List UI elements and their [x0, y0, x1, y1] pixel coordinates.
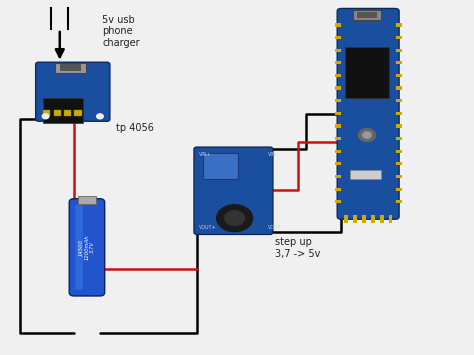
Bar — [335, 137, 341, 140]
FancyBboxPatch shape — [75, 205, 83, 290]
Bar — [380, 215, 383, 223]
Bar — [55, 62, 86, 73]
Bar — [344, 215, 347, 223]
Bar — [396, 175, 402, 178]
Bar — [335, 149, 341, 153]
Bar — [335, 162, 341, 165]
Bar — [396, 74, 402, 77]
Bar — [396, 112, 402, 115]
Bar — [335, 49, 341, 52]
Bar — [335, 61, 341, 64]
Bar — [60, 64, 81, 71]
Bar — [335, 36, 341, 39]
Bar — [74, 110, 82, 116]
Bar — [362, 215, 365, 223]
Circle shape — [363, 132, 371, 138]
FancyBboxPatch shape — [337, 9, 399, 219]
Bar — [64, 110, 71, 116]
Text: step up
3,7 -> 5v: step up 3,7 -> 5v — [275, 237, 320, 259]
Circle shape — [358, 129, 375, 141]
Text: VIN-: VIN- — [268, 152, 278, 157]
Bar — [396, 187, 402, 191]
Bar — [396, 137, 402, 140]
Bar — [335, 200, 341, 203]
Bar — [43, 98, 83, 123]
Circle shape — [225, 211, 245, 225]
Bar — [54, 110, 61, 116]
Bar — [335, 74, 341, 77]
Bar — [396, 23, 402, 27]
Bar — [203, 153, 238, 179]
Bar — [335, 175, 341, 178]
Bar — [396, 61, 402, 64]
Bar — [396, 99, 402, 102]
Text: VOUT+: VOUT+ — [199, 224, 217, 229]
Circle shape — [42, 114, 49, 119]
Text: 14500
1200mAh
3.7V: 14500 1200mAh 3.7V — [79, 235, 95, 260]
Bar — [396, 124, 402, 127]
Text: 5v usb
phone
charger: 5v usb phone charger — [102, 15, 140, 48]
Bar — [78, 196, 96, 204]
Text: tp 4056: tp 4056 — [117, 123, 155, 133]
Bar — [389, 215, 392, 223]
Bar — [335, 87, 341, 90]
Bar — [396, 162, 402, 165]
Bar — [335, 99, 341, 102]
Bar — [335, 23, 341, 27]
FancyBboxPatch shape — [194, 147, 273, 234]
Bar — [396, 200, 402, 203]
Bar — [353, 215, 356, 223]
Bar — [371, 215, 374, 223]
Bar — [335, 187, 341, 191]
Bar — [43, 110, 50, 116]
FancyBboxPatch shape — [36, 62, 110, 121]
Bar — [353, 10, 381, 20]
Circle shape — [97, 114, 103, 119]
Bar — [356, 12, 377, 18]
Bar — [350, 170, 381, 179]
Bar — [345, 47, 389, 98]
Bar — [335, 124, 341, 127]
Bar — [396, 36, 402, 39]
FancyBboxPatch shape — [69, 199, 105, 296]
Bar — [335, 112, 341, 115]
Text: VOUT-: VOUT- — [268, 224, 283, 229]
Bar — [396, 87, 402, 90]
Circle shape — [217, 205, 253, 231]
Bar — [396, 49, 402, 52]
Bar — [396, 149, 402, 153]
Text: VIN+: VIN+ — [199, 152, 212, 157]
